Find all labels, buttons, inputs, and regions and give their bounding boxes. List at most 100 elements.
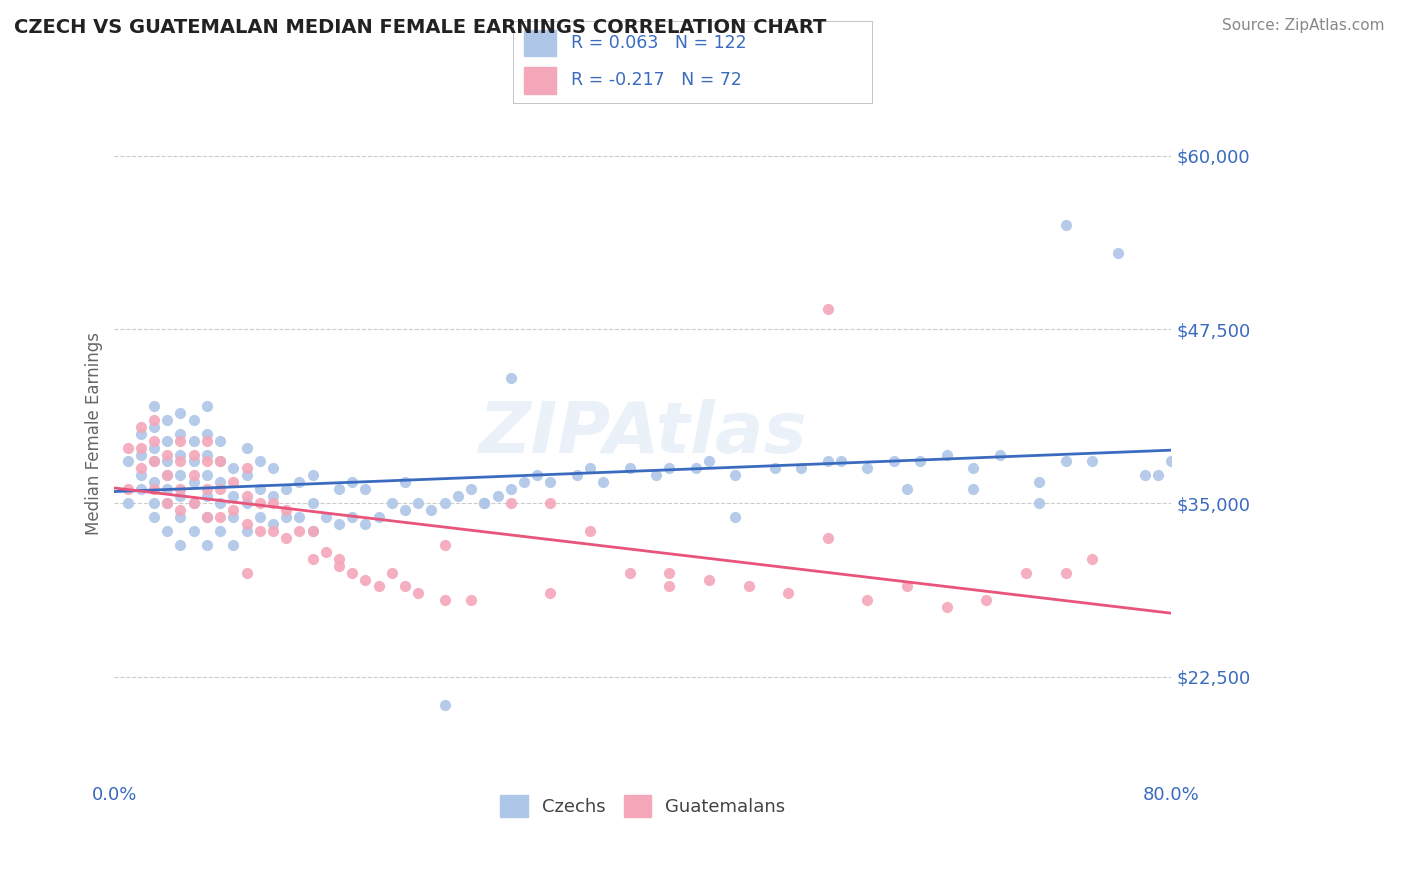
Point <box>499 371 522 385</box>
Point <box>169 406 191 420</box>
Point <box>169 434 191 448</box>
Text: R = -0.217   N = 72: R = -0.217 N = 72 <box>571 71 741 89</box>
Point <box>222 475 245 490</box>
Point <box>209 434 232 448</box>
Point <box>472 496 495 510</box>
Point <box>301 496 323 510</box>
Point <box>195 399 218 413</box>
Point <box>406 496 429 510</box>
Point <box>645 468 668 483</box>
Point <box>235 516 257 531</box>
Point <box>328 551 350 566</box>
Point <box>460 593 482 607</box>
Point <box>301 524 323 538</box>
Point <box>962 482 984 496</box>
Point <box>315 545 337 559</box>
Bar <box>524 67 557 94</box>
Point <box>433 538 456 552</box>
Point <box>724 468 747 483</box>
Point <box>394 475 416 490</box>
Point <box>276 482 298 496</box>
Point <box>195 434 218 448</box>
Point <box>262 516 284 531</box>
Point <box>1054 566 1077 580</box>
Point <box>1028 475 1050 490</box>
Point <box>169 468 191 483</box>
Point <box>183 496 205 510</box>
Point <box>195 454 218 468</box>
Point <box>143 399 166 413</box>
Point <box>447 489 470 503</box>
Point <box>169 448 191 462</box>
Point <box>129 482 152 496</box>
Point <box>1028 496 1050 510</box>
Point <box>1054 454 1077 468</box>
Point <box>817 301 839 316</box>
Point <box>276 510 298 524</box>
Point <box>328 482 350 496</box>
Point <box>222 503 245 517</box>
Point <box>195 468 218 483</box>
Point <box>433 496 456 510</box>
Point <box>117 454 139 468</box>
Point <box>235 524 257 538</box>
Point <box>328 558 350 573</box>
Point <box>817 454 839 468</box>
Point <box>222 538 245 552</box>
Point <box>342 475 364 490</box>
Point <box>592 475 614 490</box>
Point <box>183 496 205 510</box>
Point <box>183 454 205 468</box>
Point <box>988 448 1011 462</box>
Point <box>538 475 561 490</box>
Point <box>342 566 364 580</box>
Point <box>129 468 152 483</box>
Point <box>209 475 232 490</box>
Point <box>381 496 404 510</box>
Point <box>143 434 166 448</box>
Point <box>129 426 152 441</box>
Point <box>156 434 179 448</box>
Text: Source: ZipAtlas.com: Source: ZipAtlas.com <box>1222 18 1385 33</box>
Point <box>685 461 707 475</box>
Point <box>209 454 232 468</box>
Point <box>183 524 205 538</box>
Point <box>778 586 800 600</box>
Point <box>143 510 166 524</box>
Point <box>315 510 337 524</box>
Point <box>169 510 191 524</box>
Point <box>249 496 271 510</box>
Point <box>169 538 191 552</box>
Point <box>763 461 786 475</box>
Point <box>117 441 139 455</box>
Point <box>262 461 284 475</box>
Point <box>183 448 205 462</box>
Point <box>1081 454 1104 468</box>
Point <box>790 461 813 475</box>
Point <box>896 580 918 594</box>
Point <box>209 496 232 510</box>
Point <box>460 482 482 496</box>
Point <box>394 503 416 517</box>
Point <box>1054 219 1077 233</box>
Point <box>129 461 152 475</box>
Point <box>195 510 218 524</box>
Point <box>156 524 179 538</box>
Point <box>262 496 284 510</box>
Point <box>354 573 377 587</box>
Point <box>910 454 932 468</box>
Point <box>697 454 720 468</box>
Point <box>354 516 377 531</box>
Point <box>830 454 852 468</box>
Point <box>367 510 389 524</box>
Point <box>249 510 271 524</box>
Point <box>406 586 429 600</box>
Point <box>976 593 998 607</box>
Point <box>156 448 179 462</box>
Point <box>499 496 522 510</box>
Point <box>235 489 257 503</box>
Legend: Czechs, Guatemalans: Czechs, Guatemalans <box>494 788 793 824</box>
Point <box>472 496 495 510</box>
Point <box>538 586 561 600</box>
Point <box>658 580 681 594</box>
